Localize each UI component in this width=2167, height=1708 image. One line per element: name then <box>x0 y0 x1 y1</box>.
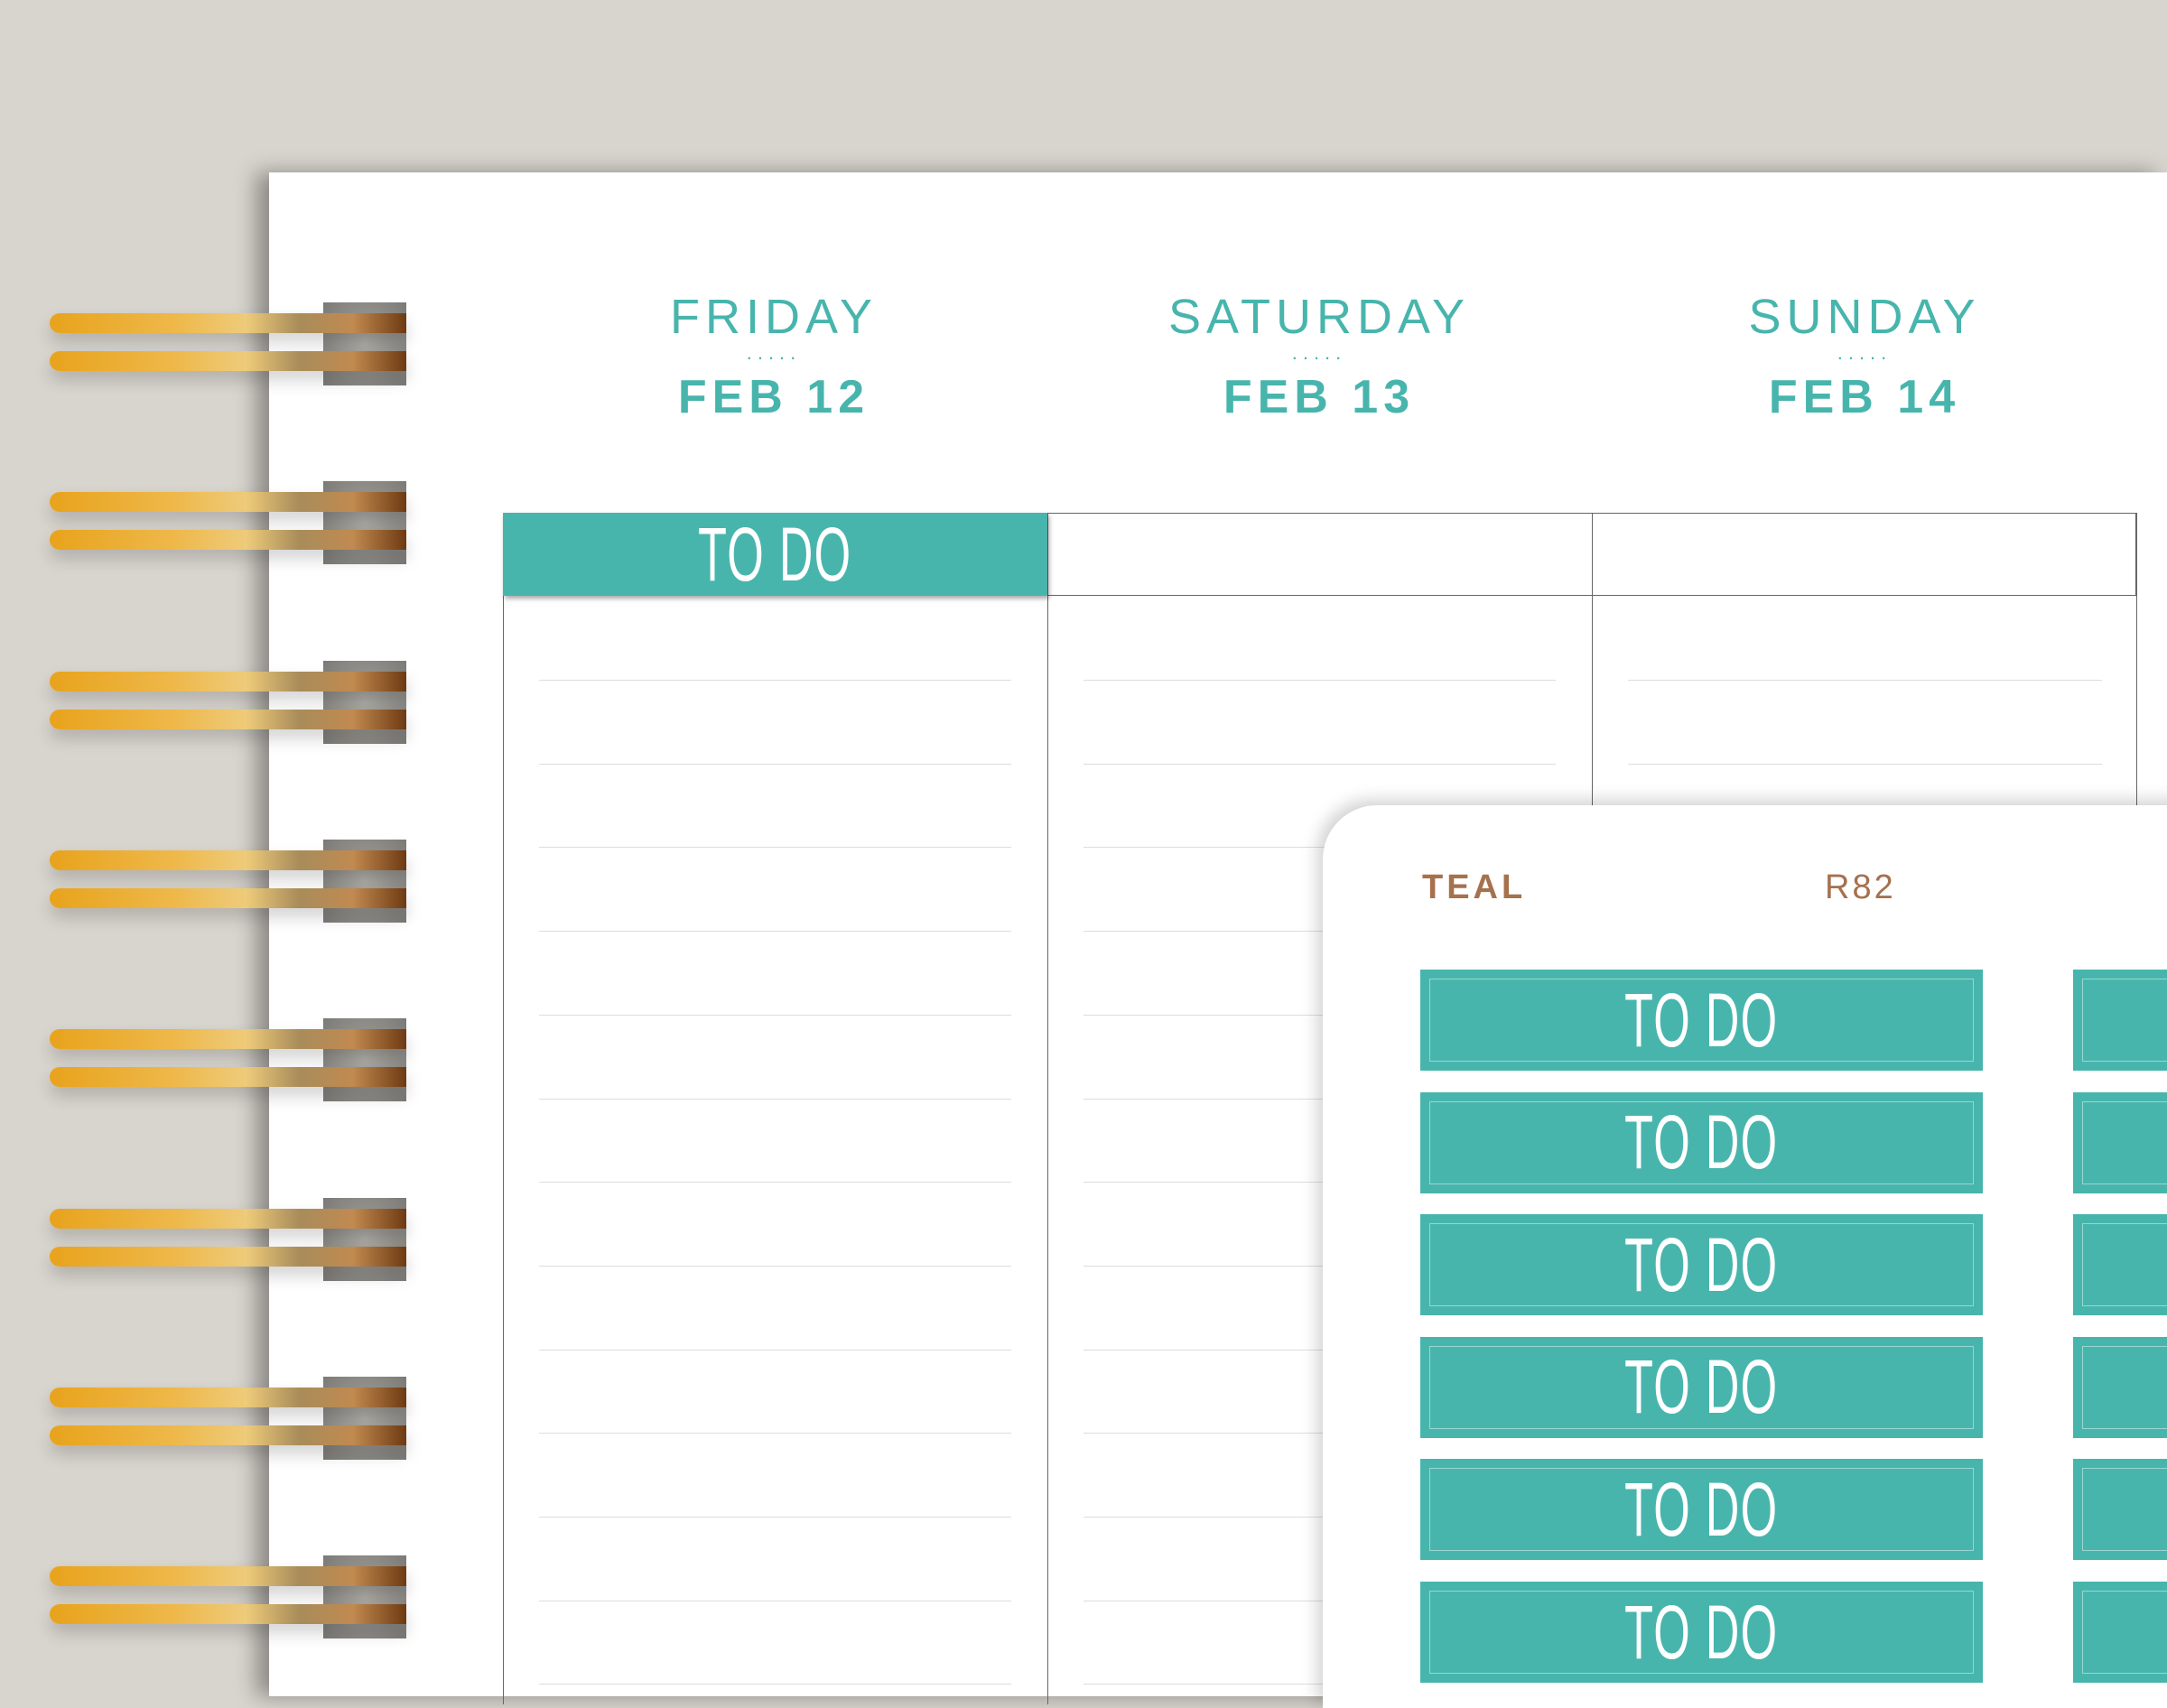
header-row <box>503 513 2136 596</box>
writing-line <box>539 1517 1011 1518</box>
sticker-label: TO DO <box>1624 1589 1779 1675</box>
writing-line <box>539 1182 1011 1184</box>
writing-line <box>1084 1433 1556 1434</box>
sticker-label: TO DO <box>698 511 852 597</box>
todo-sticker[interactable]: TO DO <box>1420 1336 1983 1438</box>
sticker-label: TO DO <box>1624 1466 1779 1552</box>
writing-line <box>1084 763 1556 765</box>
sticker-label: TO DO <box>1624 977 1779 1063</box>
todo-sticker[interactable]: TO DO <box>1420 970 1983 1071</box>
writing-line <box>539 847 1011 849</box>
ring-wire <box>50 1029 406 1050</box>
todo-sticker-partial[interactable] <box>2073 970 2167 1071</box>
ring-wire <box>50 313 406 333</box>
day-date: FEB 14 <box>1768 371 1961 423</box>
sticker-sheet: TEAL R82 TO DO TO DO TO DO TO DO TO DO TO DO <box>1323 805 2167 1708</box>
column-divider <box>503 513 504 1704</box>
todo-sticker-partial[interactable] <box>2073 1582 2167 1683</box>
writing-line <box>539 931 1011 933</box>
todo-sticker-partial[interactable] <box>2073 1214 2167 1316</box>
ring-wire <box>50 351 406 371</box>
ring-wire <box>50 1246 406 1267</box>
sticker-label: TO DO <box>1624 1344 1779 1430</box>
sheet-code: R82 <box>1825 868 1896 906</box>
writing-line <box>539 763 1011 765</box>
ring-wire <box>50 1208 406 1229</box>
ring-wire <box>50 530 406 551</box>
day-name: SUNDAY <box>1748 290 1981 344</box>
ring-wire <box>50 671 406 692</box>
todo-sticker[interactable]: TO DO <box>1420 1582 1983 1683</box>
ring-wire <box>50 849 406 870</box>
ring-wire <box>50 1067 406 1088</box>
writing-line <box>539 1433 1011 1434</box>
day-name: SATURDAY <box>1167 290 1471 344</box>
writing-line <box>539 1265 1011 1267</box>
day-date: FEB 13 <box>1223 371 1416 423</box>
ring-wire <box>50 709 406 729</box>
ring-wire <box>50 1387 406 1407</box>
day-dots: ..... <box>1837 341 1893 364</box>
writing-line <box>1084 680 1556 681</box>
todo-header-sticker[interactable]: TO DO <box>503 511 1047 597</box>
writing-line <box>539 1684 1011 1685</box>
day-dots: ..... <box>746 341 802 364</box>
writing-line <box>1084 1182 1556 1184</box>
writing-line <box>1084 847 1556 849</box>
writing-line <box>1084 1349 1556 1351</box>
writing-line <box>1084 1265 1556 1267</box>
todo-sticker[interactable]: TO DO <box>1420 1091 1983 1193</box>
day-dots: ..... <box>1291 341 1347 364</box>
todo-sticker[interactable]: TO DO <box>1420 1214 1983 1316</box>
sticker-label: TO DO <box>1624 1100 1779 1185</box>
todo-sticker[interactable]: TO DO <box>1420 1459 1983 1561</box>
ring-wire <box>50 1425 406 1445</box>
column-divider <box>1047 513 1048 1704</box>
todo-sticker-partial[interactable] <box>2073 1091 2167 1193</box>
day-name: FRIDAY <box>669 290 878 344</box>
day-date: FEB 12 <box>677 371 870 423</box>
writing-line <box>1084 1684 1556 1685</box>
ring-wire <box>50 1604 406 1625</box>
writing-line <box>1628 763 2102 765</box>
writing-line <box>1628 680 2102 681</box>
ring-wire <box>50 492 406 513</box>
writing-line <box>539 1014 1011 1016</box>
todo-sticker-partial[interactable] <box>2073 1336 2167 1438</box>
todo-sticker-partial[interactable] <box>2073 1459 2167 1561</box>
ring-wire <box>50 1566 406 1587</box>
writing-line <box>1084 1517 1556 1518</box>
ring-wire <box>50 887 406 908</box>
writing-line <box>1084 1098 1556 1100</box>
writing-line <box>1084 1014 1556 1016</box>
writing-line <box>539 680 1011 681</box>
writing-line <box>539 1098 1011 1100</box>
writing-line <box>539 1349 1011 1351</box>
sheet-color-name: TEAL <box>1422 868 1527 906</box>
sticker-label: TO DO <box>1624 1221 1779 1307</box>
writing-line <box>1084 931 1556 933</box>
